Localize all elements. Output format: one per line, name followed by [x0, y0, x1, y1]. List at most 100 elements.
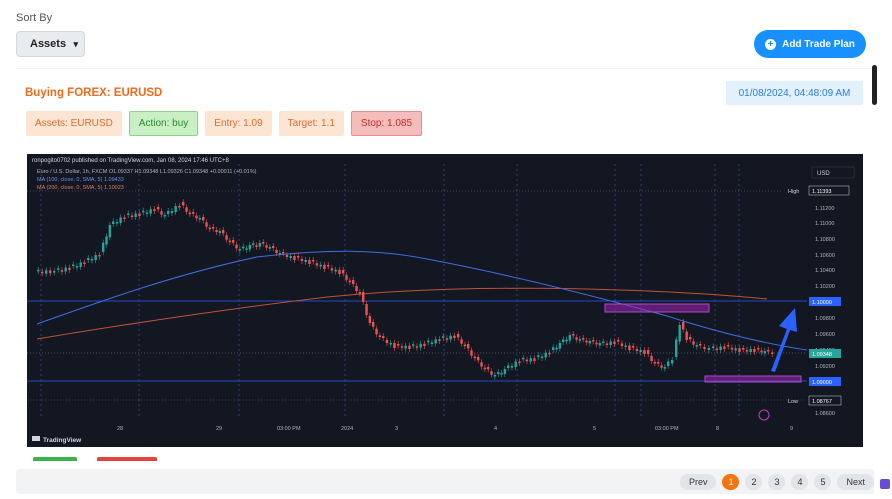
candle-body: [689, 337, 692, 340]
candle-body: [245, 248, 248, 250]
chart-canvas: ronpogito0702 published on TradingView.c…: [27, 154, 863, 444]
candle-body: [578, 339, 582, 341]
candle-body: [178, 206, 181, 208]
trade-direction-arrow: [771, 308, 797, 372]
candle-body: [712, 346, 715, 348]
candle-body: [639, 350, 642, 352]
candle-body: [647, 350, 650, 354]
candle-body: [682, 322, 685, 330]
candle-body: [53, 271, 56, 273]
candle-body: [445, 338, 449, 340]
candle-body: [562, 339, 565, 342]
candle-body: [330, 268, 334, 271]
candle-body: [497, 372, 500, 374]
candle-body: [228, 240, 232, 243]
prev-page-button[interactable]: Prev: [679, 474, 717, 490]
price-tick: 1.09600: [815, 332, 835, 338]
candle-body: [605, 343, 609, 345]
chart-legend-ma100: MA (100, close, 0, SMA, 5) 1.09433: [37, 177, 124, 183]
page-2-button[interactable]: 2: [745, 474, 763, 490]
candle-body: [397, 344, 400, 346]
candle-body: [493, 375, 497, 377]
candle-body: [268, 247, 272, 249]
sort-by-select[interactable]: Assets ▾: [16, 31, 85, 57]
candle-body: [585, 340, 588, 343]
page-4-button[interactable]: 4: [791, 474, 809, 490]
candle-body: [312, 260, 315, 262]
candle-body: [160, 211, 163, 215]
candle-body: [540, 356, 544, 358]
page-scrollbar[interactable]: [872, 65, 877, 105]
candle-body: [83, 262, 86, 264]
candle-body: [342, 270, 345, 274]
trade-plan-card: Buying FOREX: EURUSD 01/08/2024, 04:48:0…: [16, 68, 874, 458]
candle-body: [400, 346, 404, 348]
page-5-button[interactable]: 5: [814, 474, 832, 490]
candle-body: [68, 267, 71, 270]
extension-icon[interactable]: [880, 479, 890, 489]
candle-body: [222, 230, 225, 234]
trade-plan-tags: Assets: EURUSD Action: buy Entry: 1.09 T…: [26, 111, 423, 136]
candle-body: [60, 270, 64, 272]
candle-body: [565, 339, 568, 342]
candle-body: [490, 371, 493, 375]
candle-body: [153, 209, 156, 211]
candle-body: [195, 215, 198, 219]
price-tick: 1.09200: [815, 364, 835, 370]
candle-body: [393, 343, 396, 348]
candle-body: [483, 367, 487, 370]
candle-body: [522, 357, 525, 360]
candle-body: [503, 369, 507, 374]
candle-body: [75, 266, 79, 268]
target-price-label: 1.10000: [812, 300, 832, 306]
candle-body: [753, 349, 756, 352]
next-page-button[interactable]: Next: [837, 474, 874, 490]
candle-body: [258, 243, 262, 247]
candle-body: [715, 348, 719, 350]
candle-body: [595, 342, 598, 345]
candle-body: [108, 225, 112, 238]
trade-plan-date: 01/08/2024, 04:48:09 AM: [726, 81, 863, 105]
candle-body: [205, 222, 208, 227]
candle-body: [663, 367, 667, 369]
candle-body: [598, 343, 602, 346]
add-trade-plan-label: Add Trade Plan: [782, 38, 855, 50]
candle-body: [167, 211, 170, 214]
tag-assets: Assets: EURUSD: [26, 111, 122, 136]
candle-body: [500, 373, 503, 375]
candle-body: [265, 245, 268, 248]
add-trade-plan-button[interactable]: + Add Trade Plan: [754, 30, 866, 58]
candle-body: [650, 356, 653, 361]
candle-body: [738, 348, 741, 352]
candle-body: [64, 267, 67, 272]
plus-circle-icon: +: [765, 38, 777, 50]
candle-body: [115, 222, 119, 224]
candle-body: [449, 335, 452, 340]
candle-body: [123, 217, 126, 219]
candle-body: [98, 255, 101, 257]
candle-body: [434, 339, 437, 344]
page-3-button[interactable]: 3: [768, 474, 786, 490]
candle-body: [358, 292, 362, 294]
candle-body: [767, 350, 770, 352]
tradingview-chart-image[interactable]: ronpogito0702 published on TradingView.c…: [27, 154, 863, 447]
candle-body: [372, 322, 375, 327]
candle-body: [378, 335, 382, 337]
page-1-button[interactable]: 1: [722, 474, 740, 490]
candle-body: [675, 339, 678, 357]
tradingview-logo-icon: [32, 436, 40, 441]
candle-body: [238, 249, 242, 251]
candle-body: [300, 259, 304, 261]
candle-body: [643, 350, 646, 354]
stop-price-label: 1.09000: [812, 380, 832, 386]
sort-by-label: Sort By: [16, 12, 53, 24]
time-tick: 8: [716, 426, 719, 432]
candle-body: [355, 286, 358, 291]
candle-body: [415, 346, 419, 348]
candle-body: [572, 334, 575, 336]
tag-entry: Entry: 1.09: [205, 111, 272, 136]
candle-body: [408, 345, 411, 349]
candle-body: [327, 265, 330, 267]
candle-body: [319, 264, 322, 267]
candle-body: [130, 215, 134, 217]
